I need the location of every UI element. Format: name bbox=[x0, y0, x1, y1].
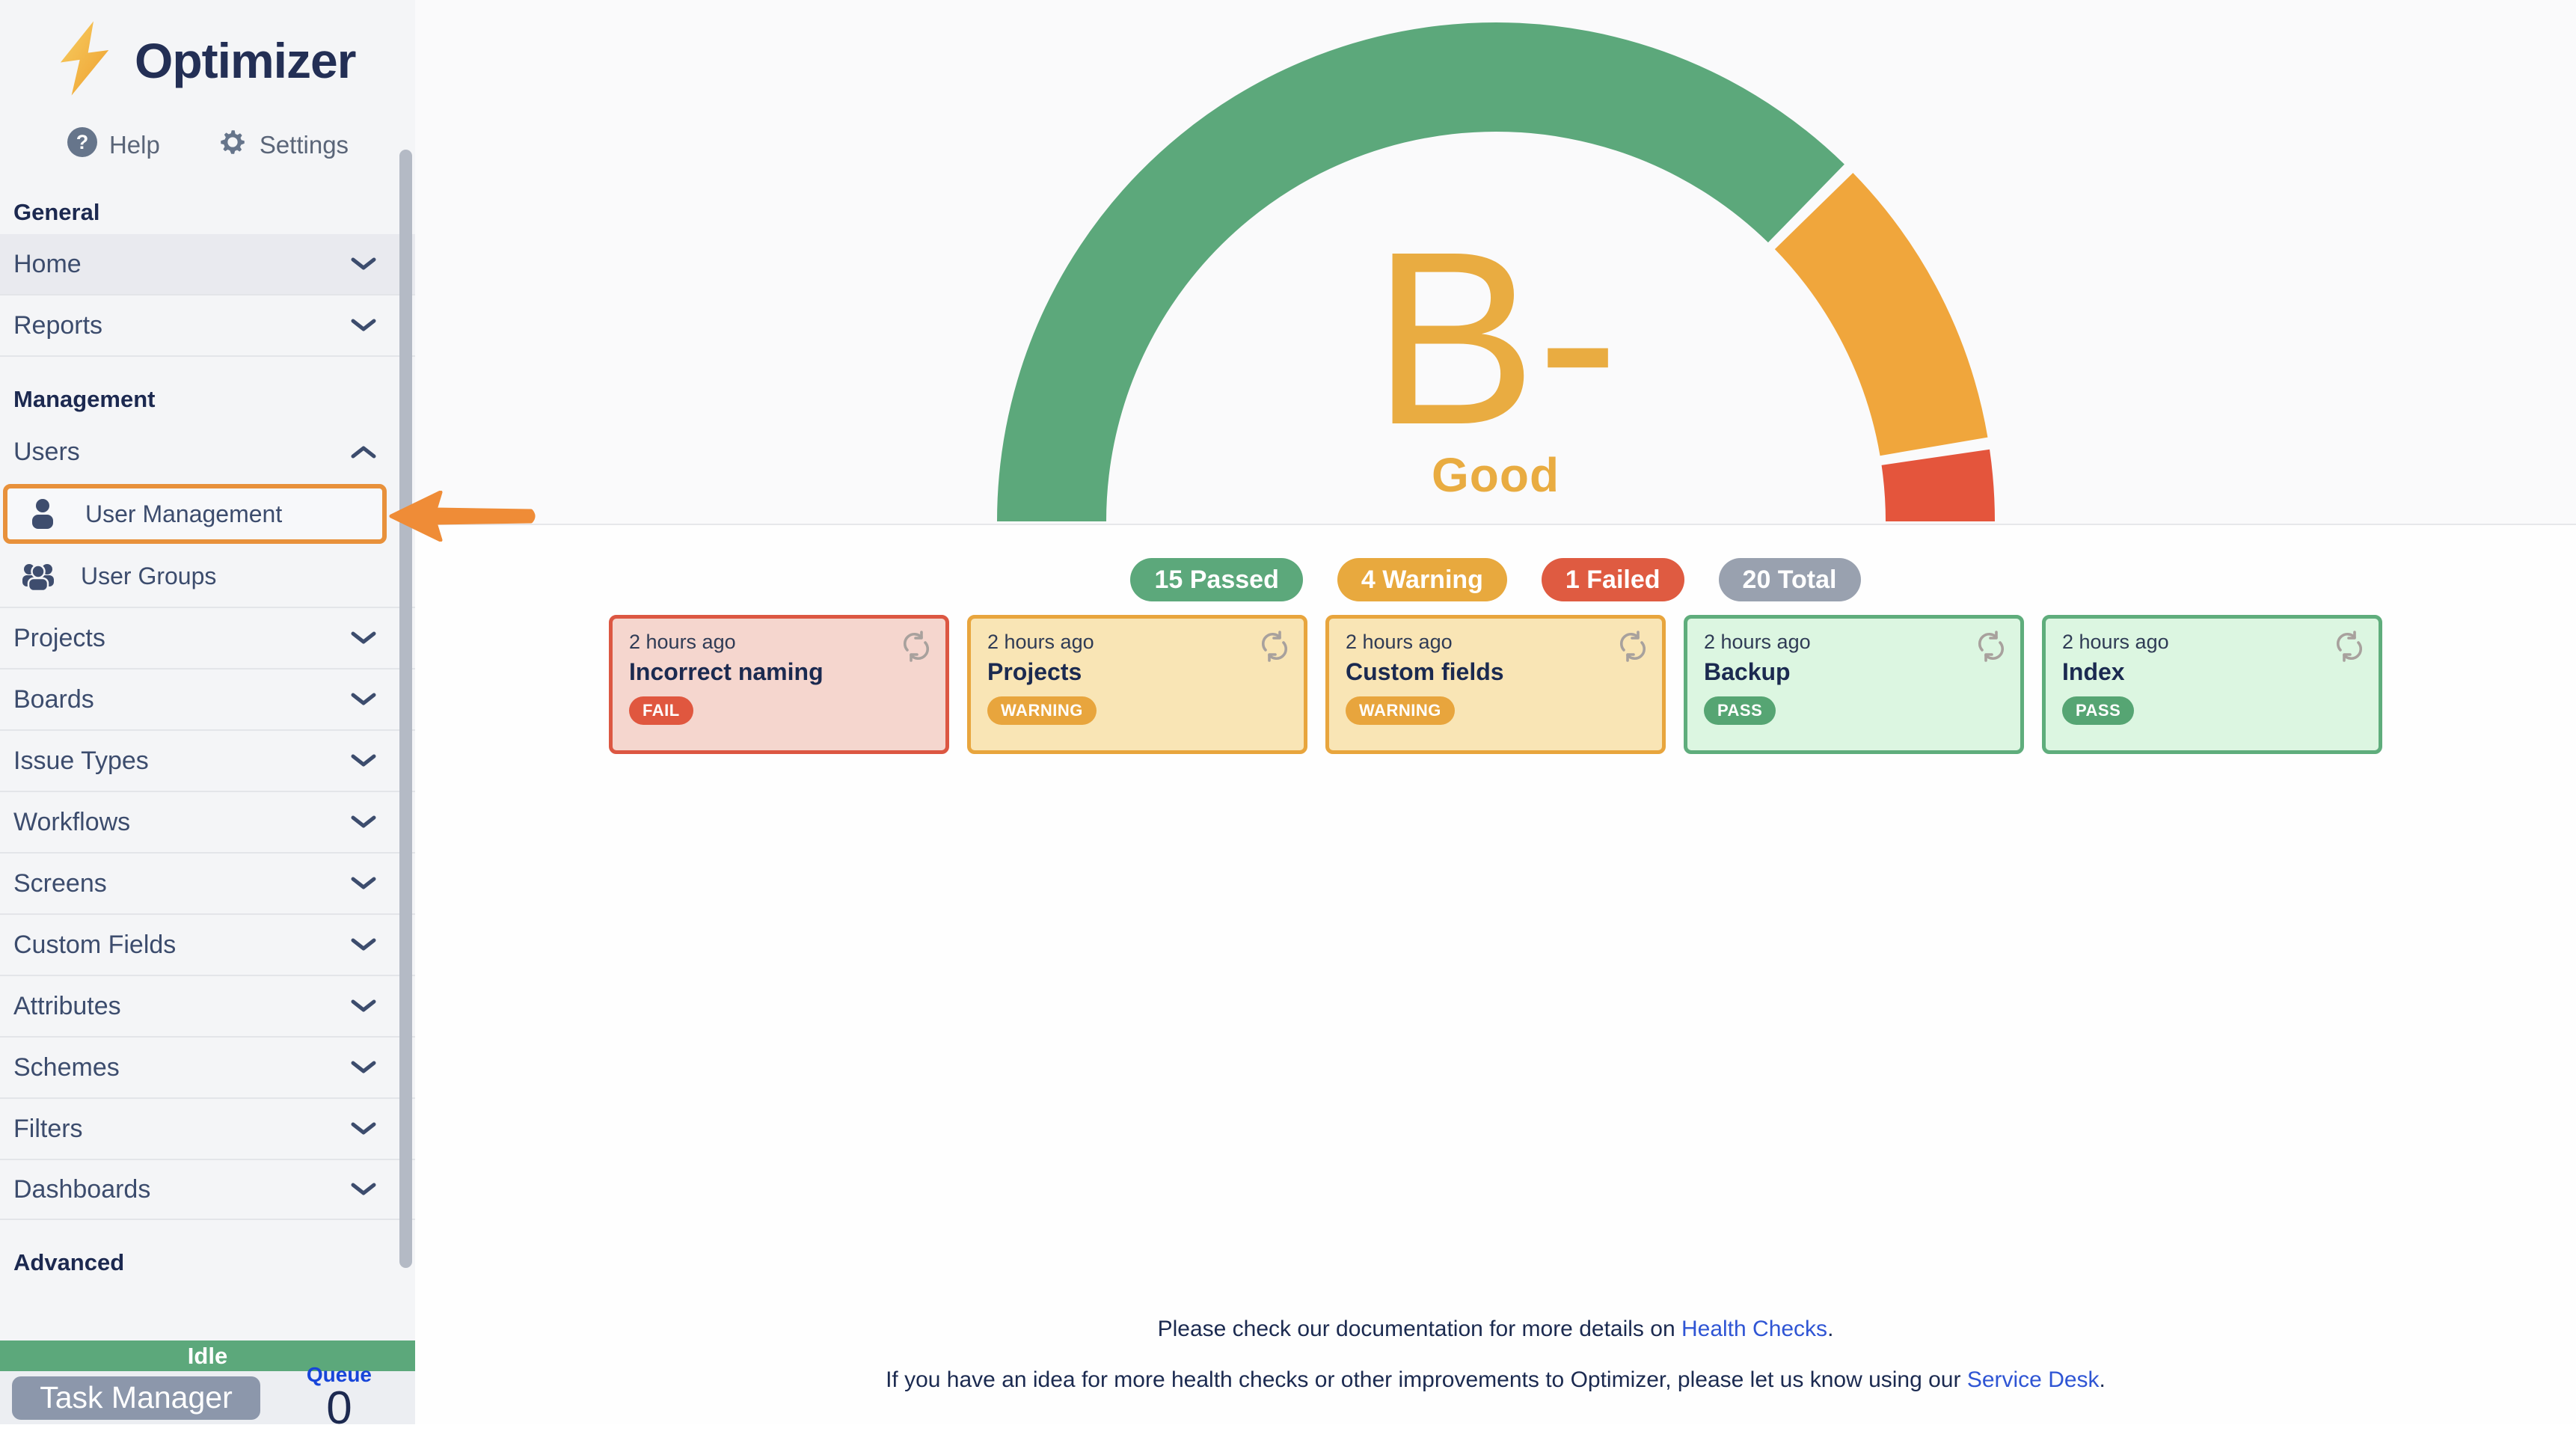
card-title: Index bbox=[2062, 658, 2125, 685]
chevron-down-icon bbox=[351, 999, 376, 1014]
chevron-down-icon bbox=[351, 1121, 376, 1136]
total-badge: 20 Total bbox=[1718, 558, 1861, 601]
gear-icon bbox=[217, 126, 248, 164]
health-card-projects[interactable]: 2 hours ago Projects WARNING bbox=[967, 615, 1307, 754]
annotation-arrow bbox=[389, 490, 539, 545]
gauge-segment-failed bbox=[1880, 449, 1995, 522]
gauge-grade: B- bbox=[1372, 200, 1619, 476]
status-badge: PASS bbox=[2062, 696, 2135, 725]
brand: Optimizer bbox=[0, 0, 415, 101]
sidebar-item-user-management[interactable]: User Management bbox=[3, 484, 387, 544]
footer-line-1: Please check our documentation for more … bbox=[1157, 1317, 1834, 1341]
service-desk-link[interactable]: Service Desk bbox=[1966, 1367, 2100, 1392]
section-heading-general: General bbox=[13, 199, 100, 225]
refresh-icon[interactable] bbox=[901, 631, 932, 662]
sidebar-bottom: Idle Task Manager Queue 0 bbox=[0, 1340, 415, 1431]
chevron-down-icon bbox=[351, 692, 376, 707]
sidebar-item-reports[interactable]: Reports bbox=[0, 295, 415, 357]
sidebar-item-attributes[interactable]: Attributes bbox=[0, 975, 415, 1036]
settings-link[interactable]: Settings bbox=[217, 126, 349, 164]
card-title: Projects bbox=[987, 658, 1082, 685]
queue-box: Queue 0 bbox=[307, 1364, 372, 1432]
sidebar: Optimizer ? Help Settings bbox=[0, 0, 415, 1431]
card-title: Backup bbox=[1704, 658, 1791, 685]
sidebar-item-custom-fields[interactable]: Custom Fields bbox=[0, 913, 415, 975]
footer-line-2: If you have an idea for more health chec… bbox=[886, 1367, 2106, 1392]
sidebar-scrollbar-thumb[interactable] bbox=[399, 150, 412, 1268]
chevron-down-icon bbox=[351, 257, 376, 272]
card-timestamp: 2 hours ago bbox=[1346, 631, 1453, 653]
queue-count: 0 bbox=[326, 1382, 352, 1434]
status-badge: WARNING bbox=[1346, 696, 1455, 725]
failed-badge: 1 Failed bbox=[1541, 558, 1684, 601]
refresh-icon[interactable] bbox=[2334, 631, 2365, 662]
refresh-icon[interactable] bbox=[1975, 631, 2007, 662]
sidebar-item-issue-types[interactable]: Issue Types bbox=[0, 729, 415, 791]
task-manager-panel: Task Manager Queue 0 bbox=[0, 1364, 415, 1431]
chevron-down-icon bbox=[351, 631, 376, 646]
sidebar-item-user-groups[interactable]: User Groups bbox=[0, 545, 415, 607]
sidebar-item-filters[interactable]: Filters bbox=[0, 1097, 415, 1159]
sidebar-item-dashboards[interactable]: Dashboards bbox=[0, 1159, 415, 1220]
health-card-incorrect-naming[interactable]: 2 hours ago Incorrect naming FAIL bbox=[609, 615, 949, 754]
gauge-grade-label: Good bbox=[1431, 448, 1560, 502]
sidebar-item-workflows[interactable]: Workflows bbox=[0, 791, 415, 852]
chevron-down-icon bbox=[351, 876, 376, 891]
refresh-icon[interactable] bbox=[1259, 631, 1290, 662]
card-timestamp: 2 hours ago bbox=[629, 631, 736, 653]
chevron-down-icon bbox=[351, 753, 376, 768]
health-card-custom-fields[interactable]: 2 hours ago Custom fields WARNING bbox=[1325, 615, 1666, 754]
help-icon: ? bbox=[67, 126, 98, 164]
health-card-backup[interactable]: 2 hours ago Backup PASS bbox=[1684, 615, 2024, 754]
sidebar-item-home[interactable]: Home bbox=[0, 234, 415, 295]
sidebar-item-boards[interactable]: Boards bbox=[0, 668, 415, 729]
sidebar-item-screens[interactable]: Screens bbox=[0, 852, 415, 913]
card-title: Custom fields bbox=[1346, 658, 1504, 685]
passed-badge: 15 Passed bbox=[1130, 558, 1303, 601]
chevron-down-icon bbox=[351, 1182, 376, 1197]
health-card-index[interactable]: 2 hours ago Index PASS bbox=[2042, 615, 2382, 754]
card-timestamp: 2 hours ago bbox=[2062, 631, 2169, 653]
task-manager-button[interactable]: Task Manager bbox=[12, 1376, 260, 1420]
queue-label: Queue bbox=[306, 1362, 372, 1386]
status-badge: FAIL bbox=[629, 696, 693, 725]
main-content: B- Good 15 Passed 4 Warning 1 Failed 20 … bbox=[415, 0, 2576, 1424]
svg-text:?: ? bbox=[76, 131, 89, 153]
footer: Please check our documentation for more … bbox=[415, 1317, 2576, 1418]
health-check-cards: 2 hours ago Incorrect naming FAIL 2 hour… bbox=[415, 615, 2576, 754]
quick-links: ? Help Settings bbox=[0, 126, 415, 164]
sidebar-item-projects[interactable]: Projects bbox=[0, 607, 415, 668]
health-checks-link[interactable]: Health Checks bbox=[1681, 1317, 1828, 1341]
section-heading-advanced: Advanced bbox=[13, 1249, 125, 1275]
sidebar-item-users[interactable]: Users bbox=[0, 421, 415, 482]
warning-badge: 4 Warning bbox=[1337, 558, 1507, 601]
health-gauge-header: B- Good bbox=[415, 0, 2576, 525]
chevron-up-icon bbox=[351, 444, 376, 459]
gauge-segment-passed bbox=[996, 22, 1844, 522]
lightning-bolt-icon bbox=[51, 19, 120, 101]
gauge-segment-warning bbox=[1773, 173, 1987, 457]
refresh-icon[interactable] bbox=[1617, 631, 1649, 662]
user-icon bbox=[25, 497, 60, 531]
status-badge: WARNING bbox=[987, 696, 1097, 725]
user-group-icon bbox=[21, 559, 55, 593]
help-link[interactable]: ? Help bbox=[67, 126, 160, 164]
sidebar-item-schemes[interactable]: Schemes bbox=[0, 1036, 415, 1097]
card-timestamp: 2 hours ago bbox=[987, 631, 1094, 653]
chevron-down-icon bbox=[351, 1060, 376, 1075]
status-badge: PASS bbox=[1704, 696, 1776, 725]
chevron-down-icon bbox=[351, 318, 376, 333]
status-bar: Idle bbox=[0, 1340, 415, 1371]
card-timestamp: 2 hours ago bbox=[1704, 631, 1811, 653]
gauge-chart bbox=[996, 22, 1995, 522]
chevron-down-icon bbox=[351, 815, 376, 830]
sidebar-nav: General Home Reports Management Users bbox=[0, 191, 415, 1284]
summary-badges: 15 Passed 4 Warning 1 Failed 20 Total bbox=[415, 558, 2576, 601]
section-heading-management: Management bbox=[13, 386, 156, 412]
card-title: Incorrect naming bbox=[629, 658, 824, 685]
chevron-down-icon bbox=[351, 937, 376, 952]
app-title: Optimizer bbox=[135, 32, 356, 88]
